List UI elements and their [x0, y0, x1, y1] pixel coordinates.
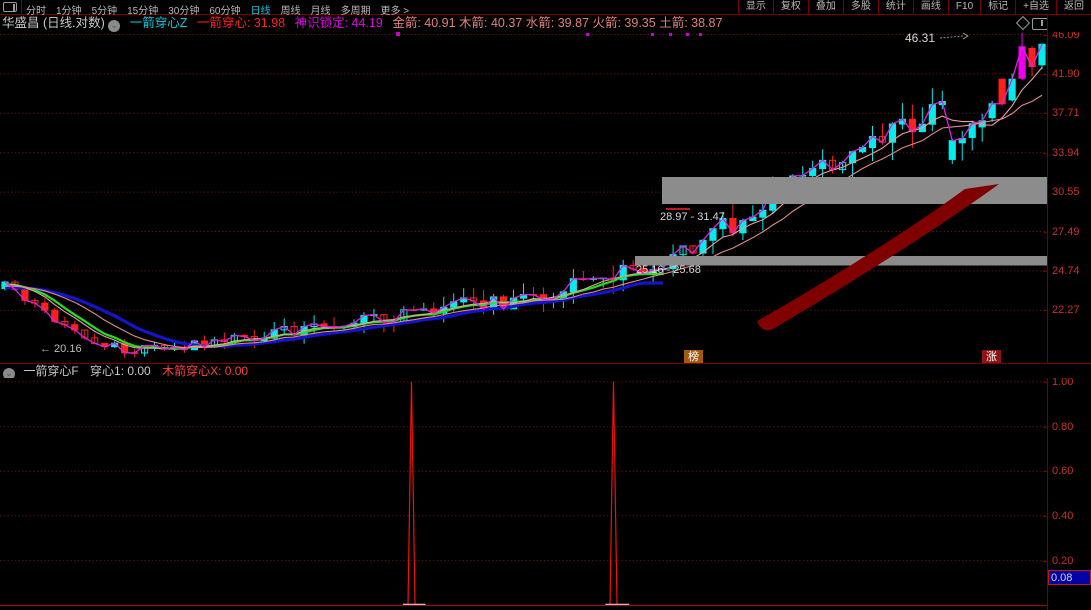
svg-text:28.97 - 31.47: 28.97 - 31.47 — [660, 211, 725, 223]
svg-text:25.16 - 25.68: 25.16 - 25.68 — [636, 264, 701, 276]
svg-text:46.31: 46.31 — [905, 32, 935, 45]
svg-text:← 20.16: ← 20.16 — [40, 343, 82, 355]
